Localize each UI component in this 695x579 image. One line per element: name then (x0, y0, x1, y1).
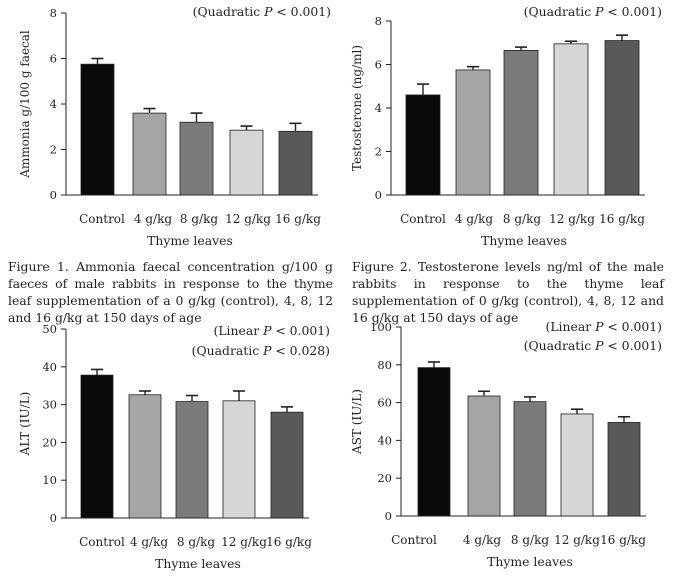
x-tick-label: 16 g/kg (599, 212, 645, 226)
y-tick-label: 2 (50, 143, 57, 157)
x-axis-label: Thyme leaves (481, 233, 567, 248)
chart-2: 0 2 4 6 8 Control 4 g/kg 8 g/kg 12 g/kg 16 g/kg Th… (350, 4, 662, 248)
x-tick-label: 12 g/kg (221, 535, 267, 549)
x-tick-label: 12 g/kg (225, 212, 271, 226)
p-value-annotation: (Quadratic P < 0.028) (192, 343, 330, 358)
y-tick-label: 4 (375, 101, 382, 115)
bar (455, 69, 491, 196)
x-axis-label: Thyme leaves (487, 554, 573, 569)
bar (417, 367, 451, 517)
x-axis-label: Thyme leaves (155, 556, 241, 571)
y-tick-label: 60 (377, 396, 392, 410)
x-tick-label: 4 g/kg (463, 533, 501, 547)
x-tick-label: 16 g/kg (266, 535, 312, 549)
bar (132, 112, 167, 196)
bar (128, 394, 162, 519)
y-tick-label: 6 (375, 58, 382, 72)
bar (503, 49, 539, 196)
y-tick-label: 40 (42, 360, 57, 374)
x-tick-label: Control (391, 533, 437, 547)
bar (229, 129, 264, 196)
x-tick-label: Control (79, 212, 125, 226)
y-axis-label: Testosterone (ng/ml) (350, 45, 364, 171)
y-tick-label: 10 (42, 473, 57, 487)
p-value-annotation: (Quadratic P < 0.001) (524, 338, 662, 353)
bar (175, 401, 209, 519)
x-tick-label: 4 g/kg (130, 535, 168, 549)
y-tick-label: 0 (50, 188, 57, 202)
bar (80, 374, 114, 519)
y-tick-label: 8 (50, 6, 57, 20)
chart-4: 0 20 40 60 80 100 Control 4 g/kg 8 g/kg 12 g/kg 16… (350, 319, 662, 569)
y-tick-label: 50 (42, 322, 57, 336)
y-tick-label: 30 (42, 398, 57, 412)
p-value-annotation: (Quadratic P < 0.001) (193, 4, 331, 19)
y-tick-label: 100 (370, 320, 392, 334)
y-tick-label: 80 (377, 358, 392, 372)
bar (222, 400, 256, 519)
bar (513, 401, 547, 517)
x-tick-label: 4 g/kg (134, 212, 172, 226)
y-tick-label: 4 (50, 97, 57, 111)
y-tick-label: 0 (375, 188, 382, 202)
bar (278, 130, 313, 196)
y-tick-label: 20 (42, 435, 57, 449)
y-tick-label: 40 (377, 433, 392, 447)
bar (560, 413, 594, 517)
y-axis-label: AST (IU/L) (350, 389, 364, 455)
p-value-annotation: (Linear P < 0.001) (213, 323, 330, 338)
chart-3: 0 10 20 30 40 50 Control 4 g/kg 8 g/kg 12 g/kg 16 … (18, 322, 330, 571)
p-value-annotation: (Linear P < 0.001) (545, 319, 662, 334)
figure-2-caption: Figure 2. Testosterone levels ng/ml of t… (352, 259, 664, 325)
x-tick-label: 8 g/kg (511, 533, 549, 547)
chart-1: 0 2 4 6 8 Control 4 g/kg 8 g/kg 12 g/kg 16 g/kg Th… (18, 4, 331, 248)
bar (607, 422, 641, 517)
y-tick-label: 6 (50, 52, 57, 66)
bar (179, 121, 214, 196)
bar (604, 40, 640, 196)
y-tick-label: 2 (375, 145, 382, 159)
y-axis-label: Ammonia g/100 g faecal (18, 30, 32, 179)
x-tick-label: 12 g/kg (554, 533, 600, 547)
y-tick-label: 0 (385, 509, 392, 523)
bar (405, 94, 441, 196)
x-tick-label: 4 g/kg (455, 212, 493, 226)
x-tick-label: 16 g/kg (600, 533, 646, 547)
bar (553, 43, 589, 196)
p-value-annotation: (Quadratic P < 0.001) (524, 4, 662, 19)
x-tick-label: Control (400, 212, 446, 226)
figure-1-caption: Figure 1. Ammonia faecal concentration g… (8, 259, 333, 325)
x-tick-label: 8 g/kg (177, 535, 215, 549)
bar (80, 63, 115, 196)
y-tick-label: 8 (375, 14, 382, 28)
bar (467, 395, 501, 517)
x-tick-label: 8 g/kg (180, 212, 218, 226)
y-axis-label: ALT (IU/L) (18, 392, 32, 457)
x-tick-label: Control (79, 535, 125, 549)
x-tick-label: 8 g/kg (503, 212, 541, 226)
x-axis-label: Thyme leaves (147, 233, 233, 248)
x-tick-label: 16 g/kg (275, 212, 321, 226)
y-tick-label: 0 (50, 511, 57, 525)
x-tick-label: 12 g/kg (549, 212, 595, 226)
bar (270, 411, 304, 519)
y-tick-label: 20 (377, 471, 392, 485)
